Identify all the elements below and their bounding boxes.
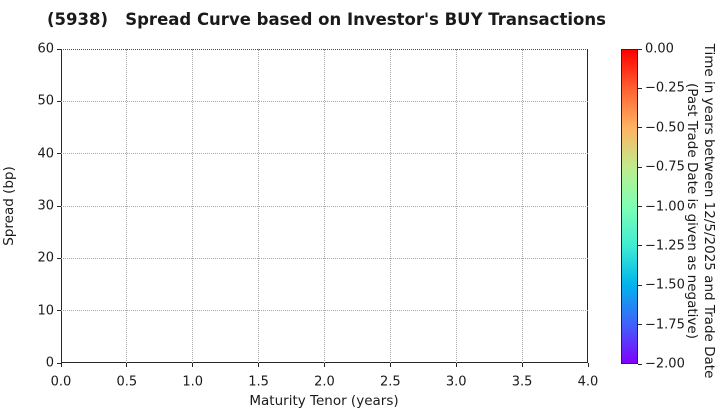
colorbar-tick-label: −1.50 (645, 277, 685, 293)
colorbar-tick-mark (638, 127, 642, 129)
colorbar-tick-label: −0.25 (645, 80, 685, 96)
colorbar-tick-label: −2.00 (645, 356, 685, 372)
y-tick-mark (57, 153, 61, 155)
y-tick-mark (57, 310, 61, 312)
chart-title: (5938) Spread Curve based on Investor's … (47, 10, 606, 29)
colorbar-tick-mark (638, 48, 642, 50)
y-tick-mark (57, 362, 61, 364)
gridline-horizontal (61, 153, 588, 155)
x-tick-label: 1.0 (182, 374, 204, 390)
y-tick-label: 30 (37, 198, 54, 214)
x-tick-mark (324, 363, 325, 367)
colorbar-tick-mark (638, 363, 642, 365)
x-tick-label: 3.0 (445, 374, 467, 390)
colorbar-tick-mark (638, 206, 642, 207)
x-tick-label: 2.5 (380, 374, 401, 390)
y-tick-label: 20 (37, 250, 54, 266)
x-tick-mark (192, 363, 194, 367)
colorbar-tick-label: −1.00 (645, 199, 685, 214)
colorbar-tick-mark (638, 166, 642, 168)
y-tick-label: 50 (37, 93, 54, 109)
x-tick-mark (126, 363, 128, 367)
x-tick-label: 4.0 (577, 374, 599, 390)
colorbar-tick-label: −1.25 (645, 238, 685, 254)
x-tick-mark (60, 363, 62, 367)
colorbar-tick-label: −0.75 (645, 159, 685, 175)
y-tick-label: 10 (37, 303, 54, 319)
x-tick-mark (587, 363, 589, 367)
gridline-horizontal (61, 205, 588, 207)
colorbar-tick-mark (638, 87, 642, 89)
y-axis-label: Spread (bp) (1, 166, 17, 246)
x-tick-label: 0.5 (116, 374, 138, 390)
x-tick-mark (389, 363, 391, 367)
colorbar-tick-mark (638, 245, 642, 247)
x-tick-label: 0.0 (50, 374, 72, 390)
x-tick-mark (521, 363, 523, 367)
colorbar-tick-label: 0.00 (645, 41, 674, 57)
gridline-horizontal (61, 100, 588, 102)
y-tick-mark (57, 48, 61, 50)
y-tick-mark (57, 205, 61, 207)
x-tick-label: 2.0 (314, 374, 335, 390)
x-tick-mark (258, 363, 260, 367)
colorbar (621, 49, 638, 364)
gridline-horizontal (61, 310, 588, 312)
y-tick-label: 0 (45, 355, 54, 371)
colorbar-label-line2: (Past Trade Date is given as negative) (684, 83, 700, 339)
colorbar-tick-label: −1.75 (645, 317, 685, 333)
y-tick-label: 60 (37, 41, 54, 57)
x-tick-label: 3.5 (511, 374, 533, 390)
x-tick-mark (455, 363, 457, 367)
colorbar-label: Time in years between 12/5/2025 and Trad… (683, 44, 717, 379)
y-tick-mark (57, 100, 61, 102)
colorbar-tick-mark (638, 284, 642, 286)
colorbar-tick-mark (638, 324, 642, 326)
y-tick-label: 40 (37, 146, 54, 162)
colorbar-label-line1: Time in years between 12/5/2025 and Trad… (701, 43, 717, 379)
colorbar-tick-label: −0.50 (645, 120, 685, 136)
y-tick-mark (57, 257, 61, 259)
x-tick-label: 1.5 (248, 374, 269, 390)
gridline-horizontal (61, 257, 588, 259)
x-axis-label: Maturity Tenor (years) (249, 393, 399, 409)
